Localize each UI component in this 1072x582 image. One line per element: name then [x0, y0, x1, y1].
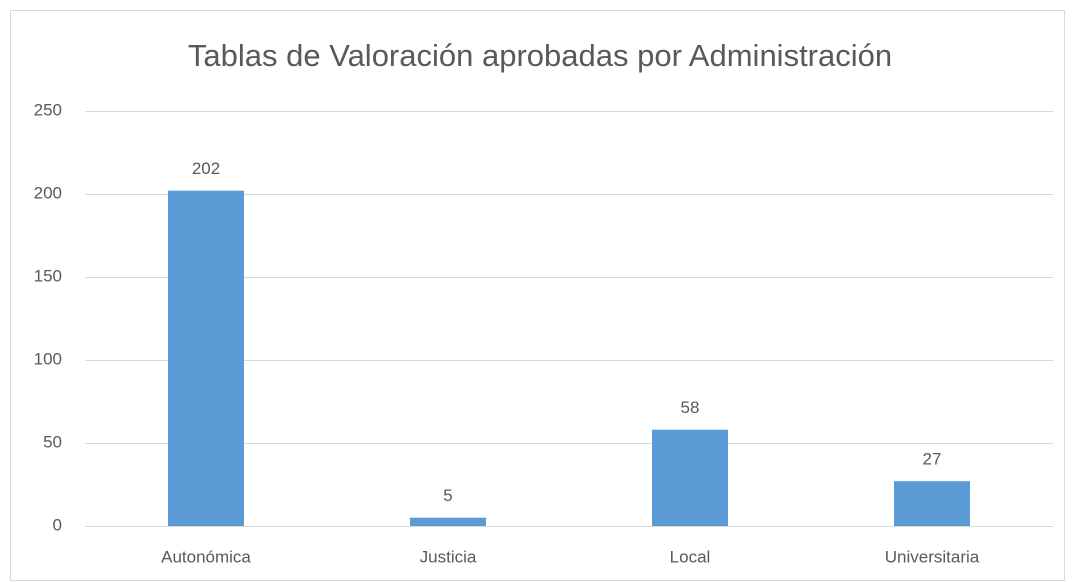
bar: [652, 429, 728, 526]
data-label: 202: [192, 159, 220, 178]
y-tick-label: 250: [34, 100, 62, 119]
y-tick-label: 200: [34, 183, 62, 202]
y-tick-label: 150: [34, 266, 62, 285]
bar: [410, 517, 486, 526]
data-label: 58: [681, 398, 700, 417]
x-tick-label: Local: [670, 547, 711, 566]
x-tick-label: Justicia: [420, 547, 477, 566]
bar: [894, 481, 970, 526]
y-tick-label: 100: [34, 349, 62, 368]
x-tick-label: Autonómica: [161, 547, 251, 566]
data-label: 27: [923, 450, 942, 469]
y-tick-label: 0: [53, 515, 62, 534]
y-tick-label: 50: [43, 432, 62, 451]
x-tick-label: Universitaria: [885, 547, 980, 566]
chart-title: Tablas de Valoración aprobadas por Admin…: [188, 38, 892, 73]
data-label: 5: [443, 486, 452, 505]
bar: [168, 190, 244, 526]
